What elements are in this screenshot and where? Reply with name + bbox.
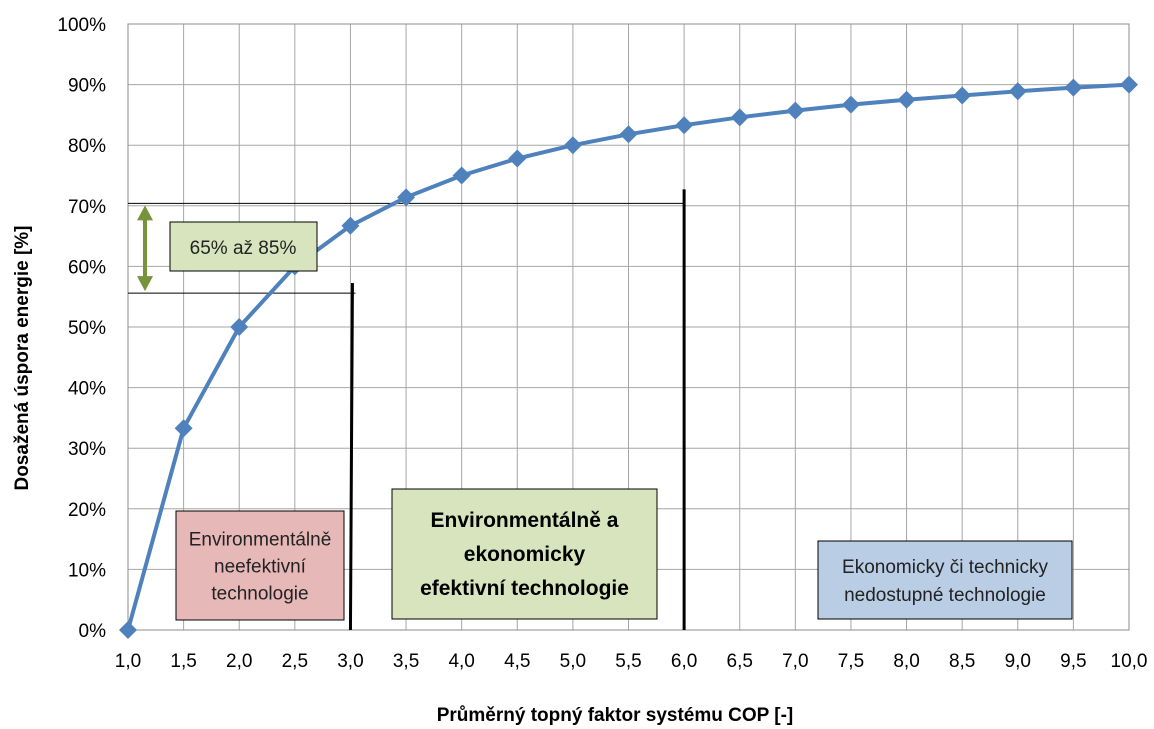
x-tick-label: 5,0 (560, 651, 586, 672)
x-tick-label: 8,0 (893, 651, 919, 672)
range-label: 65% až 85% (190, 238, 297, 259)
x-tick-label: 9,0 (1005, 651, 1031, 672)
y-tick-label: 40% (68, 379, 106, 400)
data-point (1120, 75, 1138, 94)
x-tick-label: 10,0 (1111, 651, 1148, 672)
x-tick-label: 2,0 (226, 651, 252, 672)
box-environmentally-inefficient (175, 510, 345, 621)
reference-lines (128, 189, 686, 631)
y-tick-label: 80% (68, 136, 106, 157)
data-point (1064, 78, 1083, 97)
range-arrowhead-up (137, 205, 153, 221)
x-tick-label: 3,5 (393, 651, 419, 672)
box-efficient-technology (391, 488, 658, 620)
data-point (897, 90, 916, 109)
y-tick-label: 90% (68, 76, 106, 97)
data-point (841, 95, 860, 114)
box-text-line: Environmentálně (189, 530, 332, 551)
x-tick-label: 6,5 (727, 651, 753, 672)
box-text-line: technologie (211, 584, 308, 605)
x-tick-label: 4,0 (448, 651, 474, 672)
x-axis-title: Průměrný topný faktor systému COP [-] (437, 705, 794, 726)
y-tick-label: 30% (68, 439, 106, 460)
y-axis-title: Dosažená úspora energie [%] (12, 225, 33, 490)
data-point (174, 419, 193, 438)
x-tick-label: 3,0 (337, 651, 363, 672)
data-point (508, 149, 527, 168)
data-point (786, 101, 805, 120)
x-tick-label: 2,5 (282, 651, 308, 672)
y-tick-label: 20% (68, 500, 106, 521)
x-tick-label: 5,5 (615, 651, 641, 672)
y-tick-label: 0% (79, 621, 107, 642)
y-tick-label: 50% (68, 318, 106, 339)
box-text-line: efektivní technologie (420, 577, 629, 600)
y-tick-label: 70% (68, 197, 106, 218)
box-text-line: neefektivní (214, 557, 307, 578)
x-tick-label: 4,5 (504, 651, 530, 672)
box-text-line: ekonomicky (464, 543, 586, 566)
x-tick-label: 6,0 (671, 651, 697, 672)
box-text-line: Environmentálně a (431, 509, 619, 532)
x-tick-label: 8,5 (949, 651, 975, 672)
range-label-box (169, 221, 318, 272)
y-tick-label: 10% (68, 560, 106, 581)
range-arrowhead-down (137, 276, 153, 292)
data-point (619, 125, 638, 144)
plot-area-border (127, 23, 1130, 631)
box-text-line: Ekonomicky či technicky (842, 557, 1048, 578)
y-tick-label: 100% (57, 15, 106, 36)
data-point (675, 116, 694, 135)
box-text-line: nedostupné technologie (844, 585, 1046, 606)
data-point (397, 188, 416, 207)
vertical-line-cop-3 (348, 283, 354, 631)
data-point (730, 108, 749, 127)
annotation-boxes: 65% až 85% Environmentálně neefektivní tech… (169, 221, 1073, 621)
box-unavailable-technology (817, 540, 1073, 620)
x-tick-label: 1,0 (115, 651, 141, 672)
x-tick-label: 1,5 (170, 651, 196, 672)
data-point (341, 216, 360, 235)
x-tick-label: 9,5 (1060, 651, 1086, 672)
data-point (452, 166, 471, 185)
y-tick-label: 60% (68, 257, 106, 278)
data-point (563, 136, 582, 155)
data-point (1008, 82, 1027, 101)
data-point (230, 318, 249, 336)
x-tick-label: 7,5 (838, 651, 864, 672)
tick-labels: 1,0 1,5 2,0 2,5 3,0 3,5 4,0 4,5 5,0 5,5 6,0 6,5 7,0 7… (57, 15, 1147, 672)
data-point (953, 86, 972, 105)
x-tick-label: 7,0 (782, 651, 808, 672)
data-point (119, 621, 137, 639)
